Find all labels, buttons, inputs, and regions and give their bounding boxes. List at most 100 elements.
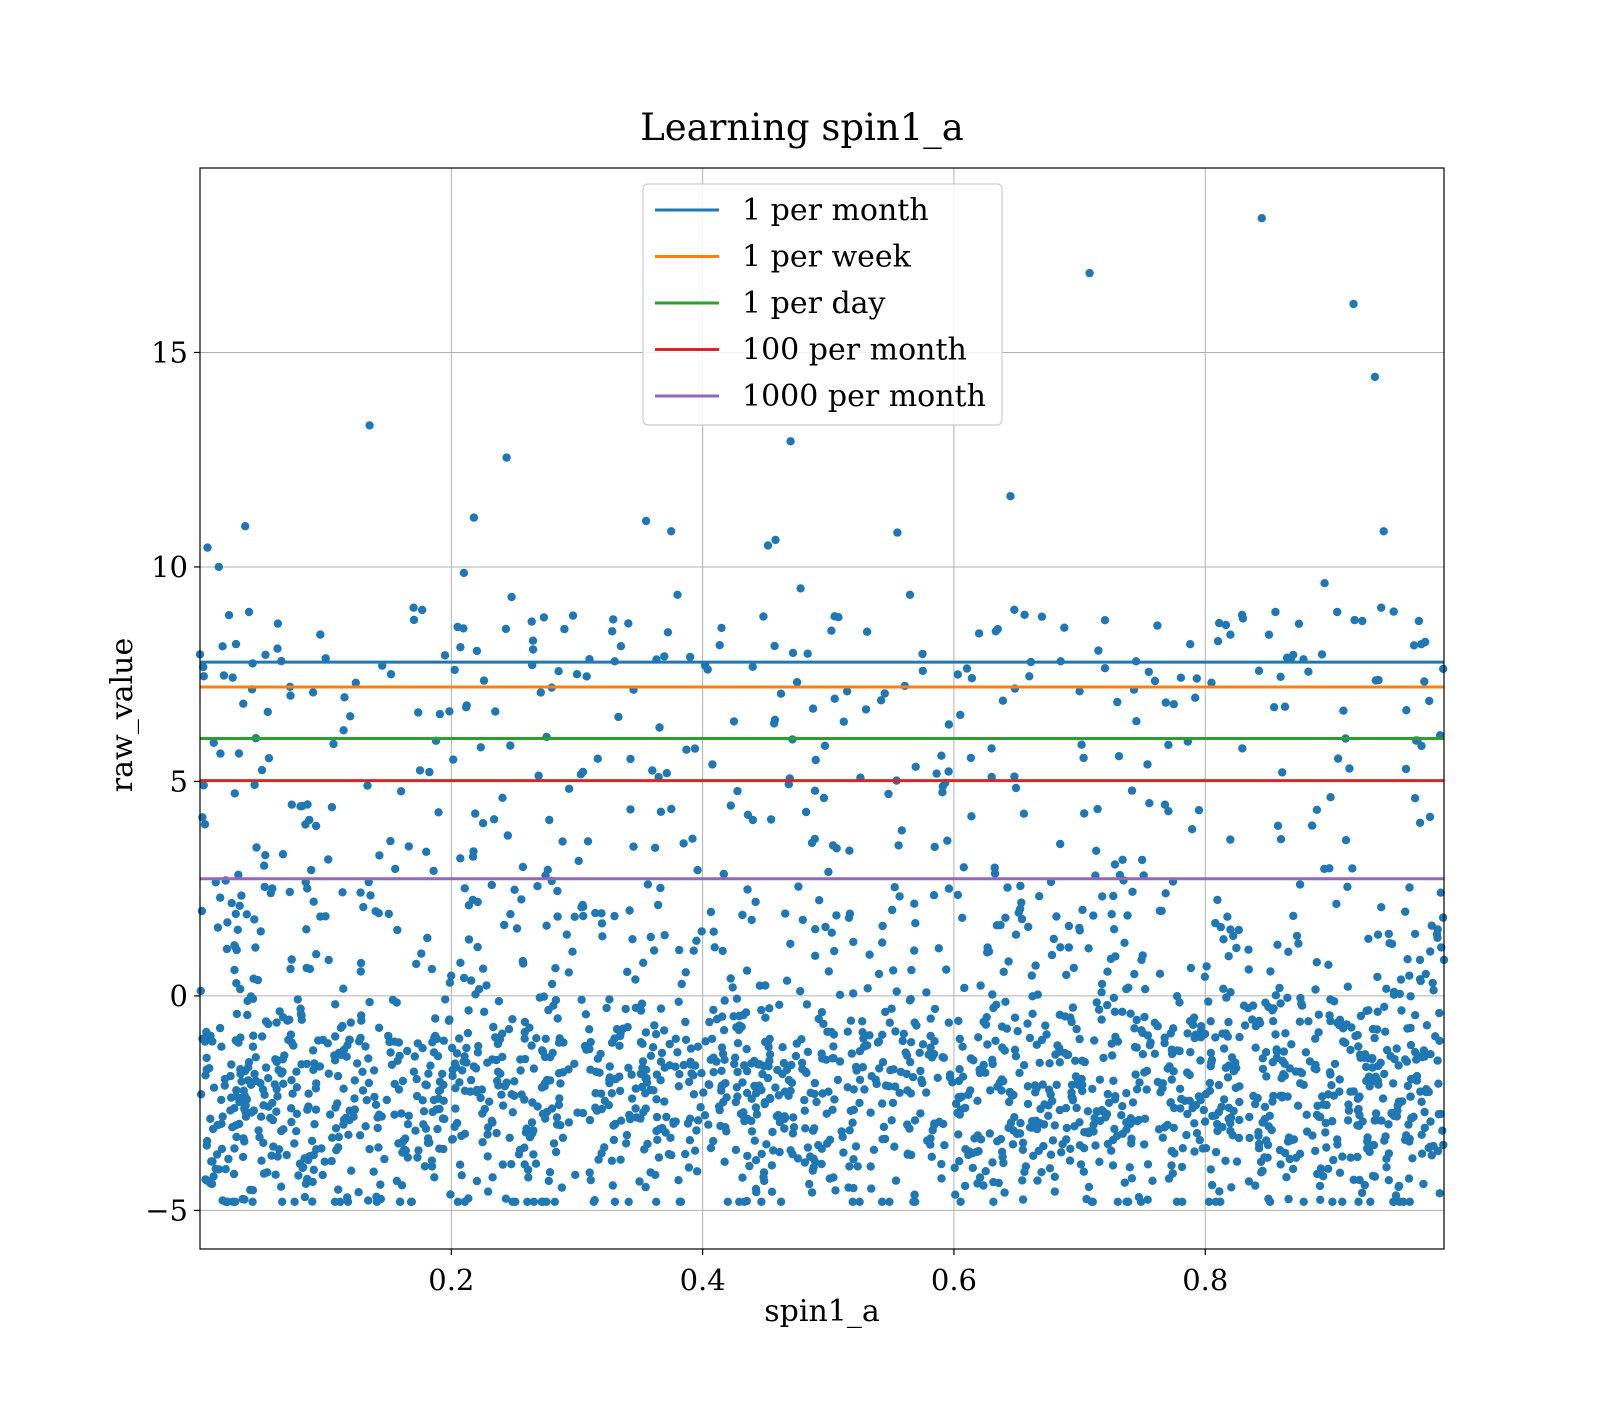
scatter-point: [993, 1137, 1002, 1146]
scatter-point: [880, 1134, 890, 1144]
scatter-point: [651, 1030, 661, 1039]
scatter-point: [1295, 880, 1305, 889]
scatter-point: [425, 1138, 434, 1147]
scatter-point: [1332, 899, 1341, 909]
scatter-point: [1132, 717, 1141, 726]
scatter-point: [459, 568, 469, 578]
scatter-point: [1190, 1119, 1199, 1128]
scatter-point: [199, 672, 208, 681]
scatter-point: [609, 1135, 619, 1145]
scatter-point: [1019, 1061, 1029, 1070]
scatter-point: [918, 1078, 927, 1088]
scatter-point: [294, 1171, 303, 1180]
scatter-point: [833, 1075, 843, 1085]
scatter-point: [1232, 1063, 1241, 1073]
scatter-point: [331, 1032, 340, 1041]
scatter-point: [999, 967, 1008, 976]
scatter-point: [1226, 835, 1235, 844]
scatter-point: [346, 712, 355, 721]
scatter-point: [1353, 1094, 1363, 1103]
scatter-point: [510, 885, 519, 894]
scatter-point: [1183, 1029, 1192, 1038]
scatter-point: [1108, 1135, 1118, 1145]
scatter-point: [1113, 697, 1122, 707]
scatter-point: [226, 1071, 235, 1081]
scatter-point: [339, 1084, 348, 1093]
scatter-point: [1138, 1028, 1147, 1038]
scatter-point: [1349, 299, 1358, 309]
scatter-point: [849, 937, 858, 947]
scatter-point: [1308, 1131, 1317, 1140]
scatter-point: [1206, 1048, 1216, 1058]
scatter-point: [1238, 744, 1247, 753]
scatter-point: [1088, 1084, 1097, 1094]
scatter-point: [1018, 1195, 1028, 1204]
scatter-point: [365, 997, 374, 1007]
scatter-point: [1196, 1056, 1205, 1065]
scatter-point: [1092, 998, 1101, 1007]
scatter-point: [755, 1060, 764, 1069]
scatter-point: [315, 1062, 325, 1071]
scatter-point: [974, 1033, 983, 1042]
scatter-point: [1244, 945, 1253, 954]
scatter-point: [981, 1020, 991, 1029]
scatter-point: [425, 767, 434, 777]
scatter-point: [897, 826, 906, 835]
threshold-lines: [200, 660, 1444, 881]
scatter-point: [1075, 1034, 1084, 1044]
scatter-point: [776, 689, 786, 698]
scatter-point: [1355, 1175, 1364, 1185]
scatter-point: [456, 854, 465, 863]
scatter-point: [643, 880, 653, 889]
scatter-point: [404, 1111, 413, 1121]
scatter-point: [480, 1104, 489, 1114]
scatter-point: [241, 1101, 250, 1110]
scatter-point: [469, 513, 479, 522]
scatter-point: [1401, 764, 1411, 774]
scatter-point: [860, 1085, 869, 1094]
scatter-point: [923, 1136, 932, 1145]
scatter-point: [1426, 947, 1435, 956]
scatter-point: [1019, 809, 1029, 818]
scatter-point: [221, 1165, 230, 1174]
scatter-point: [899, 1029, 908, 1039]
scatter-point: [261, 1063, 271, 1072]
scatter-point: [199, 781, 208, 790]
scatter-point: [208, 1124, 218, 1134]
scatter-point: [657, 1048, 667, 1058]
scatter-point: [681, 968, 690, 977]
scatter-point: [1135, 1078, 1144, 1087]
scatter-point: [1219, 1044, 1229, 1053]
scatter-point: [1382, 1045, 1392, 1055]
scatter-point: [274, 1065, 283, 1075]
scatter-point: [287, 800, 296, 809]
scatter-point: [518, 862, 528, 872]
scatter-point: [691, 1061, 700, 1070]
scatter-point: [503, 831, 512, 840]
scatter-point: [1211, 1033, 1220, 1042]
scatter-point: [1358, 616, 1367, 626]
scatter-point: [891, 1176, 901, 1185]
scatter-point: [591, 908, 600, 918]
scatter-point: [1097, 1015, 1106, 1024]
scatter-point: [1227, 1183, 1236, 1192]
scatter-point: [887, 1004, 896, 1013]
scatter-point: [1393, 1106, 1402, 1116]
scatter-point: [1338, 1152, 1347, 1161]
scatter-point: [1035, 892, 1044, 901]
scatter-point: [1132, 1015, 1141, 1025]
scatter-point: [241, 1112, 251, 1121]
scatter-point: [831, 1186, 840, 1195]
scatter-point: [598, 932, 607, 941]
scatter-point: [1343, 882, 1352, 891]
scatter-point: [743, 810, 753, 819]
scatter-point: [1132, 1085, 1142, 1094]
scatter-point: [488, 1118, 497, 1127]
scatter-point: [483, 1130, 492, 1139]
scatter-point: [988, 1158, 997, 1167]
scatter-point: [709, 927, 718, 936]
scatter-point: [309, 897, 318, 906]
scatter-point: [524, 1173, 533, 1182]
